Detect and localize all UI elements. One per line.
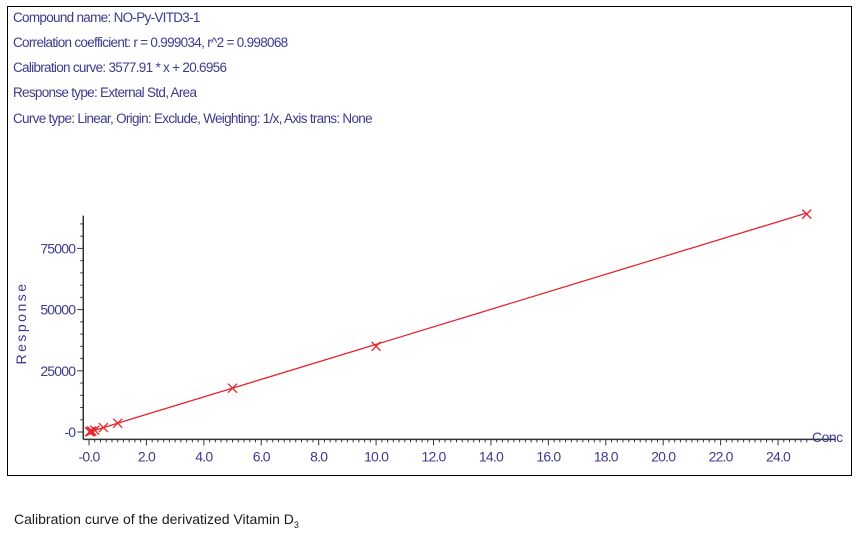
x-tick-label: 8.0 (310, 448, 328, 464)
y-tick-label: 50000 (40, 302, 76, 318)
x-tick-label: 24.0 (766, 448, 791, 464)
data-point (86, 426, 97, 437)
data-point (89, 425, 100, 436)
data-points (84, 209, 812, 437)
point-marker-stroke (227, 383, 238, 394)
x-tick-label: 16.0 (536, 448, 561, 464)
x-tick-label: 12.0 (421, 448, 446, 464)
response-type: Response type: External Std, Area (13, 85, 197, 100)
x-tick-label: 14.0 (479, 448, 504, 464)
x-tick-label: 2.0 (138, 448, 156, 464)
fit-line (88, 212, 807, 433)
point-marker-stroke (86, 426, 97, 437)
curve-type: Curve type: Linear, Origin: Exclude, Wei… (13, 111, 373, 126)
x-tick-label: 18.0 (594, 448, 619, 464)
fit-line-group (88, 212, 807, 433)
y-tick-label: 75000 (40, 240, 76, 256)
data-point (801, 209, 812, 220)
figure-caption: Calibration curve of the derivatized Vit… (14, 511, 299, 530)
point-marker-stroke (89, 425, 100, 436)
data-point (112, 418, 123, 429)
point-marker-stroke (801, 209, 812, 220)
caption-subscript: 3 (293, 519, 299, 530)
point-marker-stroke (371, 341, 382, 352)
y-tick-label: -0 (64, 424, 76, 440)
x-tick-label: 10.0 (364, 448, 389, 464)
axes (82, 215, 836, 441)
caption-text: Calibration curve of the derivatized Vit… (14, 511, 294, 527)
data-point (371, 341, 382, 352)
ticks: -0.0 2.0 4.0 6.0 8.0 10.0 12.0 14.0 16.0 18.0 20.0… (40, 223, 808, 464)
x-tick-label: 4.0 (195, 448, 213, 464)
x-tick-label: -0.0 (79, 448, 101, 464)
x-axis-label: Conc (812, 429, 843, 445)
compound-name: Compound name: NO-Py-VITD3-1 (13, 10, 200, 25)
data-point (227, 383, 238, 394)
y-tick-label: 25000 (40, 363, 76, 379)
calibration-equation: Calibration curve: 3577.91 * x + 20.6956 (13, 60, 227, 75)
correlation-coefficient: Correlation coefficient: r = 0.999034, r… (13, 35, 288, 50)
point-marker-stroke (112, 418, 123, 429)
data-point (98, 422, 109, 433)
y-axis-label: Response (13, 281, 29, 364)
chart-panel: Compound name: NO-Py-VITD3-1 Correlation… (7, 6, 852, 476)
x-tick-label: 20.0 (651, 448, 676, 464)
point-marker-stroke (98, 422, 109, 433)
x-tick-label: 6.0 (253, 448, 271, 464)
x-tick-label: 22.0 (709, 448, 734, 464)
